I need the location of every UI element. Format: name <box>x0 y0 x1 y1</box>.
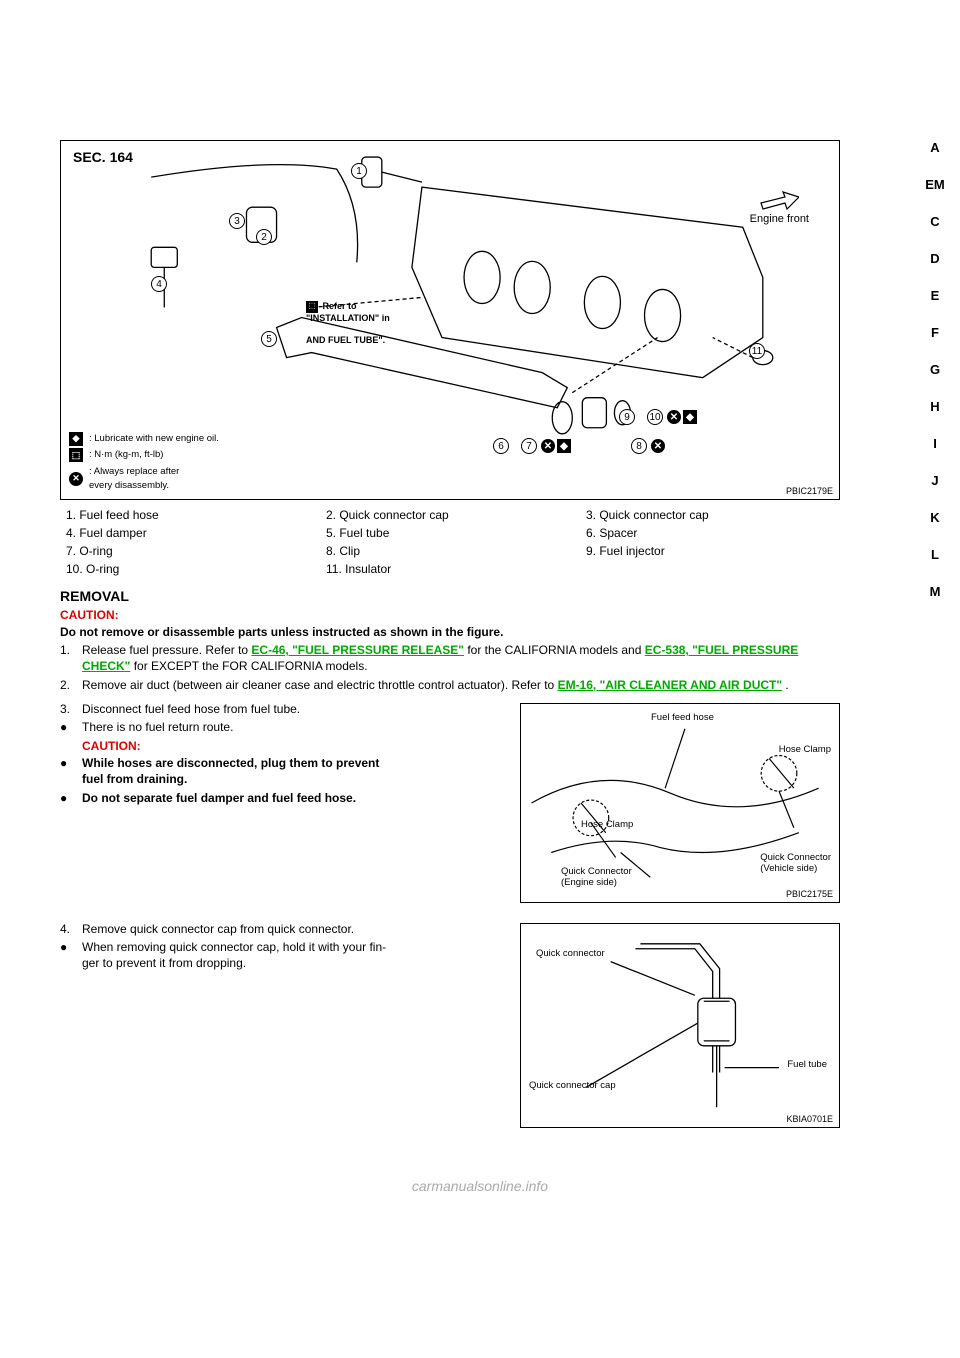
sidebar-item[interactable]: J <box>931 473 938 488</box>
part-item: 9. Fuel injector <box>580 542 840 560</box>
subfigure-fuel-hose: Fuel feed hose Hose Clamp Hose Clamp Qui… <box>520 703 840 903</box>
callout-3: 3 <box>229 213 245 229</box>
callout-8: 8 <box>631 438 647 454</box>
label-fuel-tube: Fuel tube <box>787 1059 827 1070</box>
subfig-code: PBIC2175E <box>786 889 833 899</box>
step-4: 4. Remove quick connector cap from quick… <box>60 921 500 937</box>
label-quick-connector: Quick connector <box>536 948 605 959</box>
part-item: 11. Insulator <box>320 560 580 578</box>
sidebar-item[interactable]: K <box>930 510 939 525</box>
caution-label-2: CAUTION: <box>82 739 500 753</box>
callout-2: 2 <box>256 229 272 245</box>
replace-icon: ✕ <box>651 439 665 453</box>
replace-icon: ✕ <box>541 439 555 453</box>
label-feed-hose: Fuel feed hose <box>651 712 714 723</box>
link-air-cleaner[interactable]: EM-16, "AIR CLEANER AND AIR DUCT" <box>558 678 783 692</box>
sidebar-item[interactable]: C <box>930 214 939 229</box>
engine-front-arrow-icon <box>759 191 799 211</box>
step-1: 1. Release fuel pressure. Refer to EC-46… <box>60 642 840 674</box>
section-label: SEC. 164 <box>73 149 133 165</box>
step-3: 3. Disconnect fuel feed hose from fuel t… <box>60 701 500 717</box>
parts-list: 1. Fuel feed hose 2. Quick connector cap… <box>60 506 840 578</box>
label-qc-engine: Quick Connector (Engine side) <box>561 866 632 888</box>
part-item: 1. Fuel feed hose <box>60 506 320 524</box>
footer-watermark: carmanualsonline.info <box>0 1178 960 1214</box>
oil-icon: ◆ <box>557 439 571 453</box>
callout-4: 4 <box>151 276 167 292</box>
label-qc-cap: Quick connector cap <box>529 1080 616 1091</box>
sidebar-item[interactable]: G <box>930 362 940 377</box>
part-item: 4. Fuel damper <box>60 524 320 542</box>
label-hose-clamp: Hose Clamp <box>779 744 831 755</box>
sidebar-item[interactable]: L <box>931 547 939 562</box>
callout-6: 6 <box>493 438 509 454</box>
engine-front-label: Engine front <box>750 191 809 225</box>
part-item <box>580 560 840 578</box>
sidebar-item[interactable]: H <box>930 399 939 414</box>
caution-label: CAUTION: <box>60 608 840 622</box>
figure-legend: ◆: Lubricate with new engine oil. ⬚: N·m… <box>69 432 219 495</box>
part-item: 8. Clip <box>320 542 580 560</box>
part-item: 7. O-ring <box>60 542 320 560</box>
oil-icon: ◆ <box>683 410 697 424</box>
sidebar-item[interactable]: A <box>930 140 939 155</box>
label-hose-clamp: Hose Clamp <box>581 819 633 830</box>
part-item: 2. Quick connector cap <box>320 506 580 524</box>
sidebar-item[interactable]: M <box>930 584 941 599</box>
figure-code: PBIC2179E <box>786 486 833 496</box>
sidebar-item[interactable]: I <box>933 436 937 451</box>
part-item: 3. Quick connector cap <box>580 506 840 524</box>
callout-5: 5 <box>261 331 277 347</box>
sidebar-item[interactable]: E <box>931 288 940 303</box>
subfigure-quick-connector: Quick connector Quick connector cap Fuel… <box>520 923 840 1128</box>
callout-7: 7 <box>521 438 537 454</box>
torque-refnote: ⬚ Refer to "INSTALLATION" in AND FUEL TU… <box>306 301 390 345</box>
callout-9: 9 <box>619 409 635 425</box>
sidebar-item[interactable]: F <box>931 325 939 340</box>
part-item: 6. Spacer <box>580 524 840 542</box>
sidebar-item[interactable]: D <box>930 251 939 266</box>
callout-11: 11 <box>749 343 765 359</box>
sidebar-item[interactable]: EM <box>925 177 945 192</box>
step-2: 2. Remove air duct (between air cleaner … <box>60 677 840 693</box>
caution-text: Do not remove or disassemble parts unles… <box>60 624 840 640</box>
removal-heading: REMOVAL <box>60 588 840 604</box>
exploded-diagram: SEC. 164 Engine front <box>60 140 840 500</box>
page-content: SEC. 164 Engine front <box>0 0 880 1158</box>
callout-1: 1 <box>351 163 367 179</box>
subfig-code: KBIA0701E <box>786 1114 833 1124</box>
link-fuel-pressure-release[interactable]: EC-46, "FUEL PRESSURE RELEASE" <box>251 643 464 657</box>
label-qc-vehicle: Quick Connector (Vehicle side) <box>760 852 831 874</box>
section-index-sidebar: A EM C D E F G H I J K L M <box>915 140 955 599</box>
replace-icon: ✕ <box>667 410 681 424</box>
part-item: 5. Fuel tube <box>320 524 580 542</box>
callout-10: 10 <box>647 409 663 425</box>
part-item: 10. O-ring <box>60 560 320 578</box>
